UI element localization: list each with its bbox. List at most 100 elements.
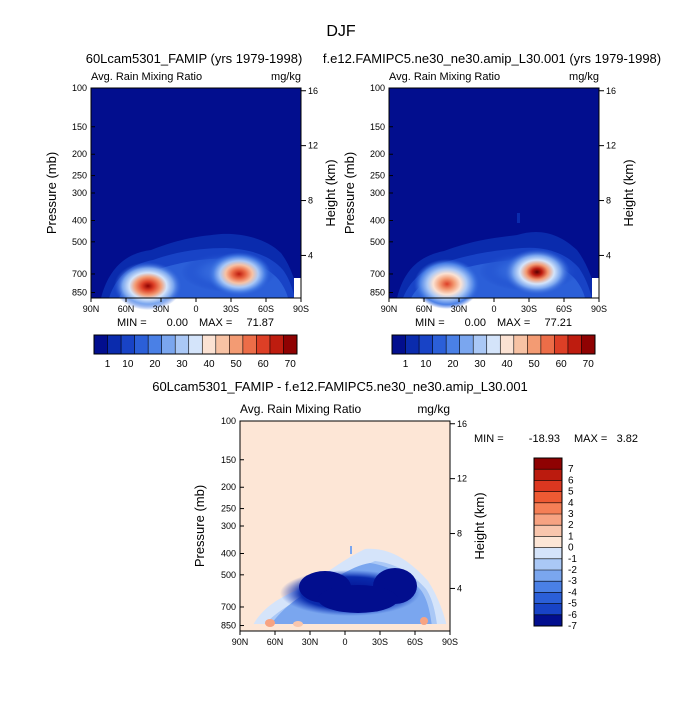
colorbar-label: 60 — [556, 359, 568, 370]
y2-tick-label: 16 — [308, 86, 318, 96]
y-tick-label: 850 — [72, 288, 87, 298]
panel-diff-min-value: -18.93 — [529, 433, 560, 445]
y2-tick-label: 16 — [606, 86, 616, 96]
x-tick-label: 30S — [223, 304, 239, 314]
panel-a-units: mg/kg — [271, 71, 301, 83]
colorbar-label: 40 — [203, 359, 215, 370]
x-tick-label: 30S — [521, 304, 537, 314]
panel-a-ylabel: Pressure (mb) — [44, 152, 59, 234]
colorbar-swatch — [554, 335, 569, 354]
colorbar-label: 1 — [403, 359, 409, 370]
colorbar-swatch — [534, 514, 562, 526]
panel-a-min-value: 0.00 — [167, 317, 188, 329]
colorbar-swatch — [567, 335, 582, 354]
panel-b-variable: Avg. Rain Mixing Ratio — [389, 71, 500, 83]
x-tick-label: 90S — [591, 304, 607, 314]
colorbar-swatch — [269, 335, 284, 354]
y2-tick-label: 16 — [457, 419, 467, 429]
x-tick-label: 60N — [267, 637, 284, 647]
colorbar-label: -7 — [568, 621, 577, 632]
colorbar-swatch — [188, 335, 203, 354]
y-tick-label: 500 — [72, 237, 87, 247]
x-tick-label: 90S — [442, 637, 458, 647]
colorbar-frame — [391, 334, 596, 355]
colorbar-frame — [93, 334, 298, 355]
colorbar-label: 50 — [529, 359, 541, 370]
y2-tick-label: 12 — [457, 474, 467, 484]
colorbar-swatch — [534, 547, 562, 560]
y-tick-label: 200 — [72, 149, 87, 159]
panel-a: 60Lcam5301_FAMIP (yrs 1979-1998) Avg. Ra… — [44, 51, 338, 370]
colorbar-swatch — [534, 469, 562, 481]
colorbar-swatch — [121, 335, 135, 354]
colorbar-label: 1 — [105, 359, 111, 370]
panel-a-title: 60Lcam5301_FAMIP (yrs 1979-1998) — [86, 51, 303, 66]
colorbar-swatch — [473, 335, 488, 354]
y-tick-label: 850 — [370, 288, 385, 298]
y-tick-label: 100 — [72, 83, 87, 93]
colorbar-swatch — [446, 335, 461, 354]
colorbar-swatch — [134, 335, 149, 354]
panel-b: f.e12.FAMIPC5.ne30_ne30.amip_L30.001 (yr… — [323, 51, 661, 370]
panel-diff: 60Lcam5301_FAMIP - f.e12.FAMIPC5.ne30_ne… — [152, 379, 638, 647]
colorbar-label: 6 — [568, 475, 574, 486]
colorbar-swatch — [392, 335, 406, 354]
y-tick-label: 300 — [221, 521, 236, 531]
colorbar-swatch — [534, 581, 562, 593]
page-title: DJF — [326, 23, 356, 40]
y-tick-label: 700 — [221, 602, 236, 612]
colorbar-label: 3 — [568, 509, 574, 520]
panel-diff-max-label: MAX = — [574, 433, 607, 445]
colorbar-swatch — [107, 335, 122, 354]
colorbar-label: -4 — [568, 587, 577, 598]
y-tick-label: 200 — [221, 482, 236, 492]
colorbar-label: -5 — [568, 599, 577, 610]
y-tick-label: 200 — [370, 149, 385, 159]
y2-tick-label: 4 — [457, 583, 462, 593]
colorbar-swatch — [283, 335, 298, 354]
colorbar-swatch — [534, 480, 562, 492]
panel-b-min-value: 0.00 — [465, 317, 486, 329]
x-tick-label: 30N — [302, 637, 319, 647]
y-tick-label: 150 — [370, 122, 385, 132]
colorbar-swatch — [513, 335, 528, 354]
panel-a-max-value: 71.87 — [246, 317, 274, 329]
panel-diff-units: mg/kg — [417, 402, 450, 416]
x-tick-label: 90N — [83, 304, 100, 314]
y-tick-label: 400 — [72, 215, 87, 225]
panel-a-field — [101, 233, 301, 310]
y-tick-label: 400 — [221, 548, 236, 558]
panel-b-max-label: MAX = — [497, 317, 530, 329]
colorbar-swatch — [534, 536, 562, 548]
y2-tick-label: 4 — [308, 250, 313, 260]
x-tick-label: 60S — [556, 304, 572, 314]
panel-diff-max-value: 3.82 — [617, 433, 638, 445]
y2-tick-label: 8 — [308, 196, 313, 206]
colorbar-swatch — [148, 335, 163, 354]
colorbar-swatch — [94, 335, 108, 354]
x-tick-label: 90S — [293, 304, 309, 314]
colorbar-frame — [533, 457, 563, 627]
colorbar-label: 5 — [568, 487, 574, 498]
colorbar-swatch — [581, 335, 596, 354]
colorbar-label: 20 — [149, 359, 161, 370]
colorbar-label: 60 — [258, 359, 270, 370]
colorbar-swatch — [432, 335, 447, 354]
y-tick-label: 300 — [72, 188, 87, 198]
colorbar-swatch — [534, 570, 562, 582]
panel-diff-min-label: MIN = — [474, 433, 504, 445]
colorbar-swatch — [486, 335, 501, 354]
colorbar-swatch — [459, 335, 474, 354]
panel-b-max-value: 77.21 — [544, 317, 572, 329]
panel-diff-field — [240, 546, 450, 631]
colorbar-label: 70 — [285, 359, 297, 370]
y2-tick-label: 4 — [606, 250, 611, 260]
y-tick-label: 250 — [72, 171, 87, 181]
panel-a-y2label: Height (km) — [323, 159, 338, 226]
panel-diff-variable: Avg. Rain Mixing Ratio — [240, 402, 361, 416]
x-tick-label: 60S — [258, 304, 274, 314]
colorbar-swatch — [534, 558, 562, 571]
colorbar-label: 10 — [122, 359, 134, 370]
y-tick-label: 100 — [221, 416, 236, 426]
x-tick-label: 60N — [118, 304, 135, 314]
